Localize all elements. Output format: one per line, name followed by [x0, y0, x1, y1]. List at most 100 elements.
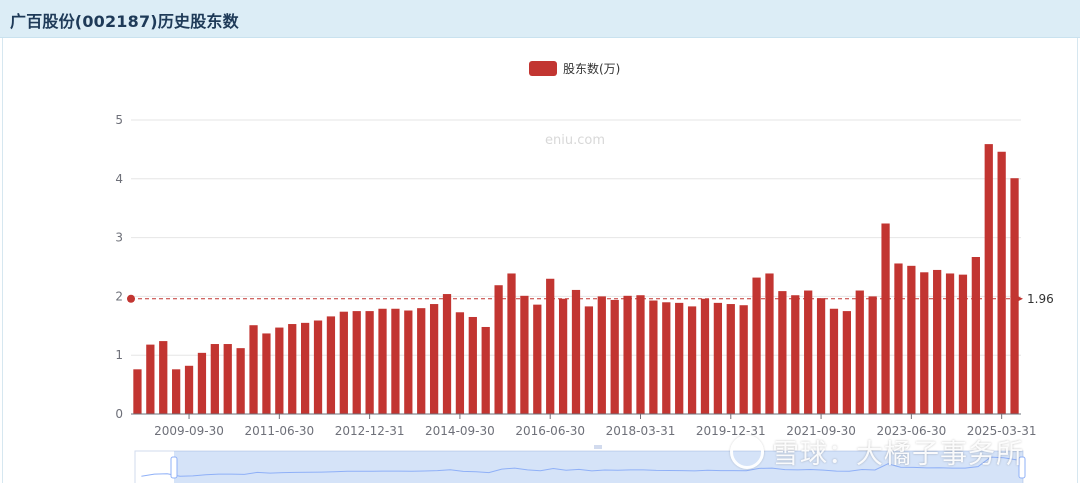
bar[interactable]: [249, 325, 258, 414]
bar[interactable]: [791, 295, 800, 414]
bar[interactable]: [494, 285, 503, 414]
bar[interactable]: [958, 274, 968, 414]
bar[interactable]: [726, 304, 735, 414]
bar[interactable]: [597, 296, 606, 414]
bar[interactable]: [610, 299, 619, 414]
bar[interactable]: [391, 308, 400, 414]
bar[interactable]: [378, 308, 387, 414]
average-line: 1.96: [127, 292, 1054, 306]
bar[interactable]: [713, 302, 723, 414]
bar[interactable]: [262, 333, 271, 414]
bar[interactable]: [172, 369, 181, 414]
y-tick-label: 4: [115, 172, 123, 186]
bar[interactable]: [984, 144, 993, 414]
bar[interactable]: [468, 316, 477, 414]
bar[interactable]: [765, 273, 774, 414]
bar[interactable]: [339, 311, 348, 414]
bar[interactable]: [404, 310, 413, 414]
bar[interactable]: [417, 308, 426, 414]
zoom-track: [134, 450, 1024, 483]
y-axis: 0 1 2 3 4 5: [115, 113, 123, 421]
zoom-right-handle[interactable]: [1018, 456, 1026, 479]
x-tick-label: 2009-09-30: [154, 424, 224, 438]
bar[interactable]: [455, 312, 465, 414]
chart-panel: [2, 38, 1078, 483]
bar[interactable]: [907, 265, 916, 414]
bar[interactable]: [533, 304, 542, 414]
watermark-corner-text: 雪球：大橘子事务所: [772, 439, 1024, 470]
zoom-preview-line: [141, 456, 1017, 477]
legend-swatch[interactable]: [529, 60, 557, 76]
legend-label[interactable]: 股东数(万): [563, 61, 621, 76]
average-arrow-icon: [1011, 292, 1023, 305]
x-tick-label: 2018-03-31: [606, 424, 676, 438]
zoom-move-handle: [594, 445, 602, 449]
snowball-logo-icon: [730, 434, 764, 469]
bar[interactable]: [752, 277, 761, 414]
x-tick-label: 2011-06-30: [244, 424, 314, 438]
bar[interactable]: [842, 311, 851, 414]
bar[interactable]: [365, 311, 374, 414]
average-label: 1.96: [1027, 292, 1054, 306]
bar[interactable]: [829, 308, 839, 414]
bar[interactable]: [301, 322, 310, 414]
x-tick-label: 2025-03-31: [967, 424, 1037, 438]
bar[interactable]: [288, 324, 297, 414]
chart-title: 广百股份(002187)历史股东数: [10, 12, 239, 31]
bar[interactable]: [894, 263, 903, 414]
bar[interactable]: [442, 294, 452, 414]
bar[interactable]: [159, 341, 168, 414]
x-tick-label: 2023-06-30: [876, 424, 946, 438]
y-tick-label: 1: [115, 348, 123, 362]
bar[interactable]: [816, 298, 826, 414]
bar[interactable]: [481, 326, 490, 414]
x-tick-label: 2012-12-31: [335, 424, 405, 438]
bar[interactable]: [997, 151, 1006, 414]
bar[interactable]: [429, 304, 439, 414]
bar[interactable]: [675, 302, 684, 414]
bar[interactable]: [210, 344, 219, 414]
bar[interactable]: [662, 302, 671, 414]
bar[interactable]: [933, 269, 942, 414]
bar[interactable]: [558, 298, 568, 414]
bar[interactable]: [855, 290, 864, 414]
bar[interactable]: [623, 295, 632, 414]
bar[interactable]: [700, 298, 710, 414]
bar[interactable]: [739, 305, 748, 414]
bar[interactable]: [778, 291, 787, 414]
bar[interactable]: [520, 295, 529, 414]
data-zoom-slider: [134, 445, 1026, 483]
zoom-left-handle[interactable]: [170, 456, 178, 479]
bar[interactable]: [313, 320, 323, 414]
bar[interactable]: [184, 365, 194, 414]
chart-header: 广百股份(002187)历史股东数: [0, 0, 1080, 38]
bar[interactable]: [197, 352, 207, 414]
bar[interactable]: [326, 316, 336, 414]
bar[interactable]: [881, 223, 890, 414]
bar[interactable]: [352, 311, 361, 414]
bar[interactable]: [971, 257, 980, 414]
x-tick-label: 2016-06-30: [515, 424, 585, 438]
bar[interactable]: [584, 306, 594, 414]
bar[interactable]: [146, 344, 155, 414]
bar[interactable]: [945, 273, 955, 414]
bar[interactable]: [546, 278, 555, 414]
average-start-marker: [127, 294, 135, 303]
bar[interactable]: [868, 296, 877, 414]
bar[interactable]: [223, 344, 232, 414]
bar[interactable]: [636, 295, 645, 414]
bars: [133, 144, 1019, 414]
bar[interactable]: [236, 348, 245, 414]
bar[interactable]: [920, 272, 929, 414]
bar[interactable]: [275, 327, 284, 414]
y-tick-label: 2: [115, 289, 123, 303]
bar[interactable]: [687, 306, 697, 414]
legend[interactable]: 股东数(万): [529, 60, 620, 76]
bar[interactable]: [507, 273, 516, 414]
y-tick-label: 5: [115, 113, 123, 127]
bar[interactable]: [649, 300, 658, 414]
x-tick-label: 2021-09-30: [786, 424, 856, 438]
bar[interactable]: [804, 290, 813, 414]
bar[interactable]: [571, 289, 581, 414]
bar[interactable]: [133, 369, 142, 414]
